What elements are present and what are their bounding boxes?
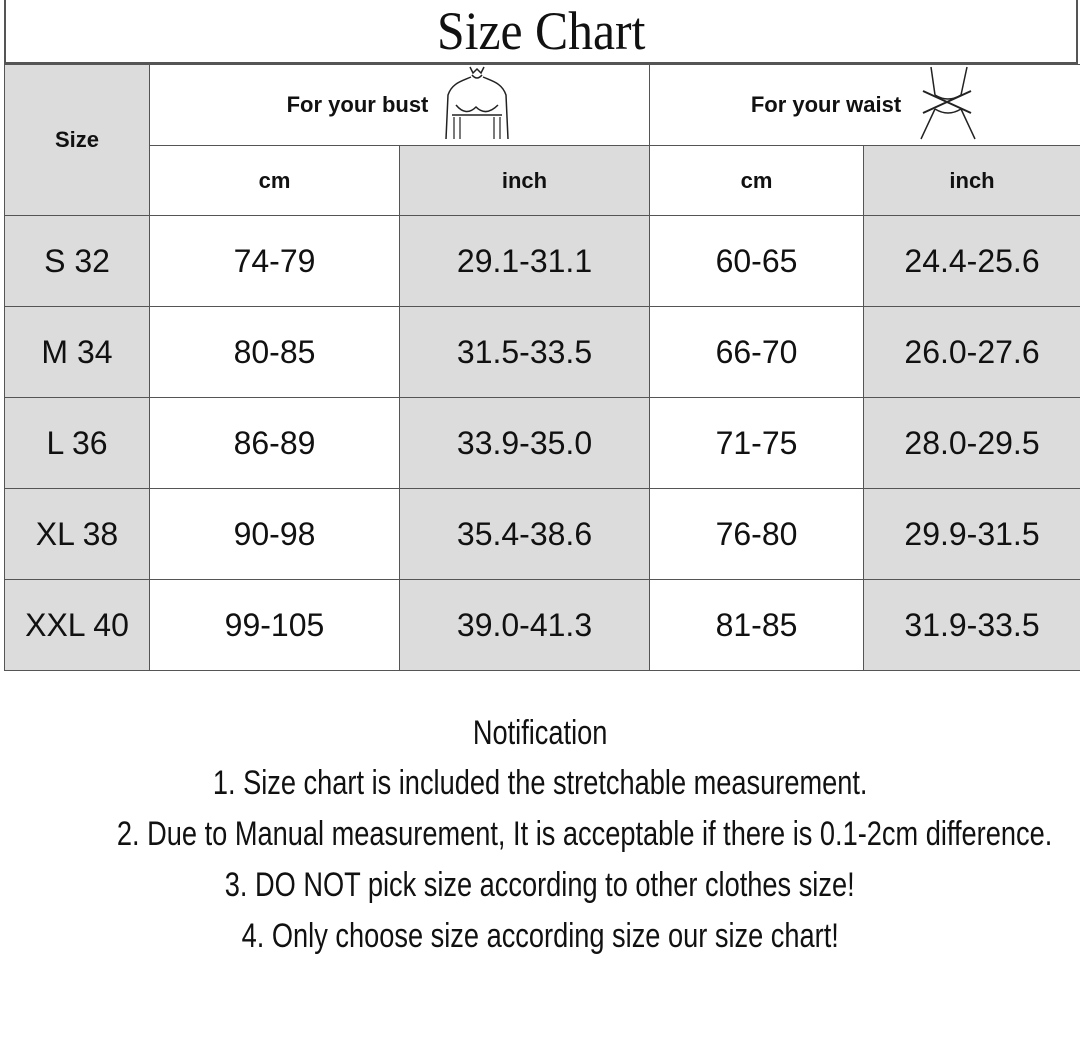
- notification-line: 3. DO NOT pick size according to other c…: [0, 860, 1080, 911]
- bust-inch-header: inch: [399, 145, 650, 216]
- bust-inch-cell: 29.1-31.1: [399, 215, 650, 307]
- notification-line-text: 1. Size chart is included the stretchabl…: [212, 764, 868, 802]
- size-cell: XXL 40: [4, 579, 150, 671]
- bust-inch-cell: 31.5-33.5: [399, 306, 650, 398]
- size-table: Size For your bust: [4, 64, 1080, 671]
- notification-line-text: 2. Due to Manual measurement, It is acce…: [116, 815, 1053, 853]
- bust-cm-header: cm: [149, 145, 400, 216]
- notification-section: Notification 1. Size chart is included t…: [0, 708, 1080, 962]
- bust-cm-cell: 99-105: [149, 579, 400, 671]
- size-cell: XL 38: [4, 488, 150, 580]
- bust-inch-cell: 33.9-35.0: [399, 397, 650, 489]
- bust-header: For your bust: [149, 64, 650, 146]
- bust-figure-icon: [442, 66, 512, 141]
- bust-header-label: For your bust: [286, 92, 429, 117]
- table-header-row: Size For your bust: [4, 64, 1080, 216]
- waist-cm-cell: 66-70: [649, 306, 864, 398]
- size-cell: L 36: [4, 397, 150, 489]
- notification-line: 4. Only choose size according size our s…: [0, 911, 1080, 962]
- waist-cm-cell: 76-80: [649, 488, 864, 580]
- table-row: S 32 74-79 29.1-31.1 60-65 24.4-25.6: [4, 215, 1080, 307]
- waist-inch-cell: 31.9-33.5: [862, 579, 1080, 671]
- size-chart: Size Chart Size For your bust: [4, 0, 1080, 671]
- bust-inch-cell: 39.0-41.3: [399, 579, 650, 671]
- notification-line-text: 4. Only choose size according size our s…: [241, 917, 839, 955]
- waist-inch-cell: 29.9-31.5: [862, 488, 1080, 580]
- size-cell: S 32: [4, 215, 150, 307]
- waist-cm-cell: 81-85: [649, 579, 864, 671]
- bust-cm-cell: 90-98: [149, 488, 400, 580]
- waist-cm-cell: 71-75: [649, 397, 864, 489]
- table-row: L 36 86-89 33.9-35.0 71-75 28.0-29.5: [4, 397, 1080, 489]
- notification-title: Notification: [472, 714, 608, 752]
- notification-line-text: 3. DO NOT pick size according to other c…: [225, 866, 855, 904]
- bust-inch-cell: 35.4-38.6: [399, 488, 650, 580]
- size-cell: M 34: [4, 306, 150, 398]
- title-bar: Size Chart: [4, 0, 1078, 64]
- table-row: M 34 80-85 31.5-33.5 66-70 26.0-27.6: [4, 306, 1080, 398]
- waist-cm-header: cm: [649, 145, 864, 216]
- table-row: XL 38 90-98 35.4-38.6 76-80 29.9-31.5: [4, 488, 1080, 580]
- unit-header-row: cm inch cm inch: [5, 145, 1080, 216]
- waist-header-label: For your waist: [750, 92, 902, 117]
- waist-inch-cell: 28.0-29.5: [862, 397, 1080, 489]
- bust-cm-cell: 74-79: [149, 215, 400, 307]
- waist-header: For your waist: [648, 64, 1080, 146]
- waist-inch-header: inch: [862, 145, 1080, 216]
- waist-inch-cell: 26.0-27.6: [862, 306, 1080, 398]
- waist-figure-icon: [915, 66, 979, 141]
- waist-inch-cell: 24.4-25.6: [862, 215, 1080, 307]
- page-title: Size Chart: [436, 1, 646, 61]
- notification-line: 1. Size chart is included the stretchabl…: [0, 758, 1080, 809]
- bust-cm-cell: 80-85: [149, 306, 400, 398]
- bust-cm-cell: 86-89: [149, 397, 400, 489]
- size-header: Size: [4, 64, 150, 216]
- table-row: XXL 40 99-105 39.0-41.3 81-85 31.9-33.5: [4, 579, 1080, 671]
- waist-cm-cell: 60-65: [649, 215, 864, 307]
- notification-line: 2. Due to Manual measurement, It is acce…: [0, 809, 1080, 860]
